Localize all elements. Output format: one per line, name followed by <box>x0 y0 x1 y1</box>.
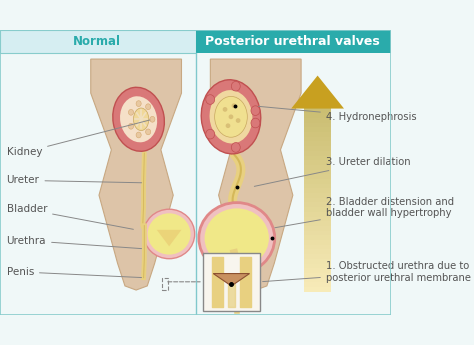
Ellipse shape <box>120 96 157 142</box>
Bar <box>304 235 331 240</box>
Bar <box>304 221 331 226</box>
Bar <box>304 273 331 278</box>
Bar <box>304 179 331 184</box>
Text: 4. Hydronephrosis: 4. Hydronephrosis <box>258 106 417 122</box>
Polygon shape <box>210 59 301 290</box>
Bar <box>304 249 331 254</box>
Ellipse shape <box>251 118 260 128</box>
Polygon shape <box>213 274 249 284</box>
Bar <box>304 226 331 231</box>
Ellipse shape <box>231 81 240 91</box>
Bar <box>304 197 331 203</box>
Bar <box>0 30 195 53</box>
Bar <box>304 150 331 156</box>
Ellipse shape <box>128 109 134 115</box>
Bar <box>304 258 331 264</box>
Ellipse shape <box>210 90 253 144</box>
Text: 3. Ureter dilation: 3. Ureter dilation <box>255 157 410 186</box>
Bar <box>304 132 331 137</box>
Polygon shape <box>291 76 344 109</box>
Ellipse shape <box>150 116 155 122</box>
Ellipse shape <box>148 213 191 255</box>
Ellipse shape <box>146 104 151 110</box>
Bar <box>304 122 331 127</box>
Polygon shape <box>157 230 182 246</box>
Ellipse shape <box>136 132 141 138</box>
Bar <box>304 254 331 259</box>
Ellipse shape <box>251 106 260 116</box>
Ellipse shape <box>206 95 215 104</box>
Ellipse shape <box>231 142 240 152</box>
Bar <box>304 108 331 113</box>
Bar <box>304 245 331 249</box>
Text: Ureter: Ureter <box>7 175 142 185</box>
Bar <box>304 104 331 109</box>
Polygon shape <box>91 59 182 290</box>
Bar <box>304 160 331 165</box>
Bar <box>304 202 331 207</box>
Bar <box>304 207 331 212</box>
Ellipse shape <box>215 96 247 137</box>
Ellipse shape <box>136 101 141 107</box>
Bar <box>304 146 331 151</box>
Bar <box>304 263 331 268</box>
Text: Urethra: Urethra <box>7 236 142 249</box>
Ellipse shape <box>128 124 134 129</box>
Bar <box>304 268 331 273</box>
Bar <box>304 184 331 188</box>
Text: Kidney: Kidney <box>7 120 150 157</box>
Text: 2. Bladder distension and
bladder wall hypertrophy: 2. Bladder distension and bladder wall h… <box>275 197 454 228</box>
Bar <box>304 165 331 170</box>
Ellipse shape <box>199 203 275 274</box>
Bar <box>304 127 331 132</box>
Ellipse shape <box>134 108 149 130</box>
Bar <box>304 137 331 141</box>
Text: Posterior urethral valves: Posterior urethral valves <box>205 35 380 48</box>
Bar <box>304 141 331 146</box>
Ellipse shape <box>205 208 269 268</box>
Bar <box>304 169 331 174</box>
Text: Penis: Penis <box>7 267 142 277</box>
Bar <box>304 193 331 198</box>
Ellipse shape <box>144 209 195 259</box>
Ellipse shape <box>206 129 215 139</box>
Bar <box>162 278 168 290</box>
Circle shape <box>223 107 228 112</box>
Bar <box>304 188 331 193</box>
Bar <box>304 155 331 160</box>
Ellipse shape <box>146 129 151 135</box>
Text: Normal: Normal <box>73 35 121 48</box>
Bar <box>304 216 331 221</box>
Bar <box>304 174 331 179</box>
Bar <box>304 113 331 118</box>
Bar <box>304 240 331 245</box>
Bar <box>304 118 331 123</box>
Bar <box>304 282 331 287</box>
Bar <box>195 30 391 53</box>
Ellipse shape <box>201 80 261 154</box>
Circle shape <box>236 118 240 123</box>
Ellipse shape <box>113 87 164 151</box>
Text: Bladder: Bladder <box>7 204 133 229</box>
Circle shape <box>228 115 233 119</box>
Bar <box>304 230 331 235</box>
Bar <box>304 211 331 217</box>
Text: 1. Obstructed urethra due to
posterior urethral membrane: 1. Obstructed urethra due to posterior u… <box>263 261 471 283</box>
Circle shape <box>226 124 230 128</box>
Bar <box>304 277 331 282</box>
Bar <box>304 287 331 292</box>
Bar <box>203 253 260 311</box>
Circle shape <box>232 103 237 108</box>
